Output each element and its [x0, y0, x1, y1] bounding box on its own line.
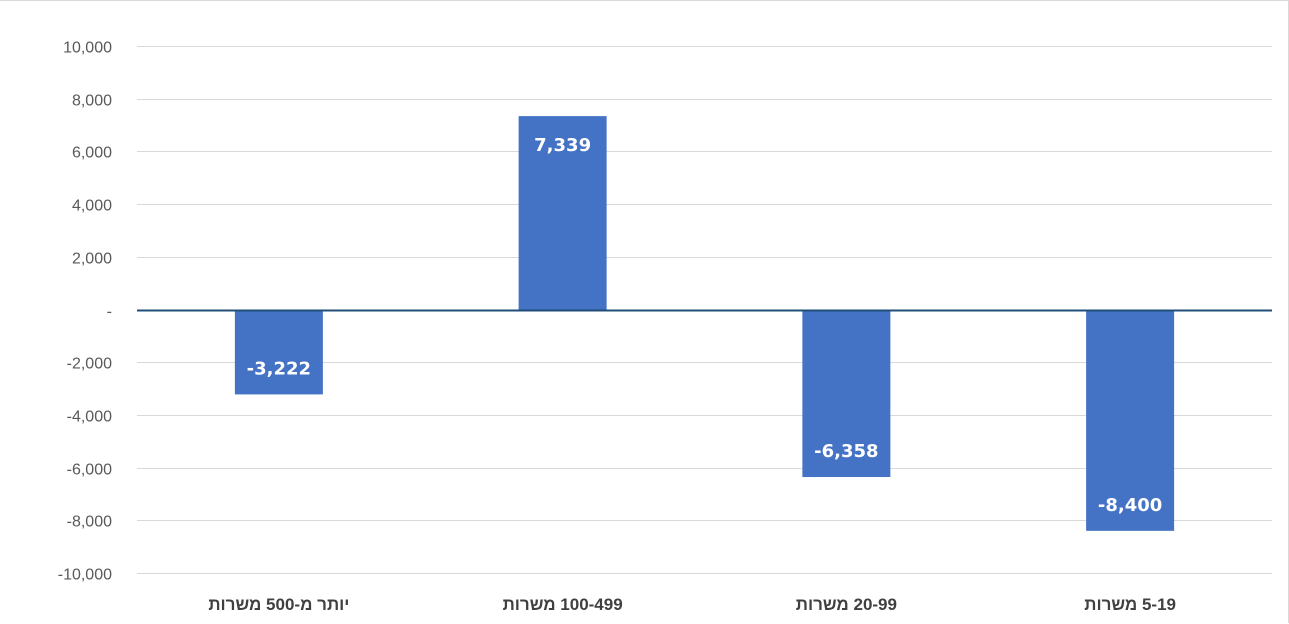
y-tick-label: -4,000 [67, 409, 112, 426]
data-label: -3,222 [247, 358, 311, 379]
y-tick-label: 2,000 [72, 251, 112, 268]
x-category-label: 20-99 משרות [796, 595, 897, 614]
y-tick-label: -2,000 [67, 356, 112, 373]
bars [234, 116, 1175, 531]
bar [802, 309, 891, 478]
bar [234, 309, 323, 395]
y-tick-label: 10,000 [63, 40, 112, 57]
y-tick-label: 6,000 [72, 145, 112, 162]
y-tick-label: -6,000 [67, 462, 112, 479]
x-axis-category-labels: יותר מ-500 משרות 100-499 משרות 20-99 משרות… [208, 595, 1176, 614]
bar [1086, 309, 1175, 531]
bar [518, 116, 607, 310]
y-tick-label: 8,000 [72, 93, 112, 110]
x-category-label: יותר מ-500 משרות [208, 595, 349, 614]
y-axis-tick-labels: 10,000 8,000 6,000 4,000 2,000 - -2,000 -4,000 -… [58, 40, 112, 584]
x-category-label: 100-499 משרות [503, 595, 623, 614]
data-label: -6,358 [814, 441, 878, 462]
y-tick-label: -10,000 [58, 567, 112, 584]
y-tick-label: - [107, 304, 112, 321]
y-tick-label: -8,000 [67, 514, 112, 531]
data-label: -8,400 [1098, 495, 1162, 516]
x-category-label: 5-19 משרות [1084, 595, 1176, 614]
y-tick-label: 4,000 [72, 198, 112, 215]
gridlines [137, 46, 1272, 574]
data-label: 7,339 [534, 135, 591, 156]
data-labels: -3,222 7,339 -6,358 -8,400 [247, 135, 1163, 516]
